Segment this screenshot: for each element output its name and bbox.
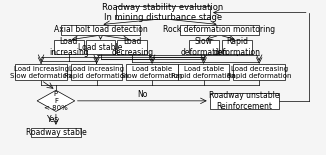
FancyBboxPatch shape [233,64,285,80]
FancyBboxPatch shape [54,40,84,54]
FancyBboxPatch shape [71,64,122,80]
FancyBboxPatch shape [178,64,230,80]
Text: Load decreasing
Rapid deformation: Load decreasing Rapid deformation [227,66,291,79]
Text: Load increasing
Rapid deformation: Load increasing Rapid deformation [64,66,129,79]
FancyBboxPatch shape [222,40,252,54]
Text: Load
increasing: Load increasing [49,38,89,57]
FancyBboxPatch shape [86,40,115,54]
Text: No: No [137,90,147,99]
FancyBboxPatch shape [126,64,178,80]
FancyBboxPatch shape [116,6,210,19]
Polygon shape [37,90,75,111]
Text: Yes: Yes [47,115,59,124]
Text: Roadway unstable
Reinforcement: Roadway unstable Reinforcement [209,91,280,111]
Text: Load
decreasing: Load decreasing [111,38,153,57]
FancyBboxPatch shape [210,93,279,109]
Text: Load increasing
Slow deformation: Load increasing Slow deformation [10,66,72,79]
Text: P
F
< 80%: P F < 80% [44,91,68,111]
Text: Load stable
Slow deformation: Load stable Slow deformation [122,66,183,79]
FancyBboxPatch shape [31,128,81,137]
Text: Rock deformation monitoring: Rock deformation monitoring [163,25,275,34]
Text: Axial bolt load detection: Axial bolt load detection [54,25,147,34]
Text: Roadway stability evaluation
In mining disturbance stage: Roadway stability evaluation In mining d… [102,3,224,22]
FancyBboxPatch shape [180,25,259,35]
Text: Rapid
deformation: Rapid deformation [214,38,261,57]
Text: Slow
deformation: Slow deformation [180,38,227,57]
Text: Load stable: Load stable [78,43,123,52]
FancyBboxPatch shape [15,64,67,80]
Text: Load stable
Rapid deformation: Load stable Rapid deformation [171,66,236,79]
FancyBboxPatch shape [117,40,147,54]
FancyBboxPatch shape [61,25,140,35]
FancyBboxPatch shape [189,40,218,54]
Text: Roadway stable: Roadway stable [25,128,86,137]
